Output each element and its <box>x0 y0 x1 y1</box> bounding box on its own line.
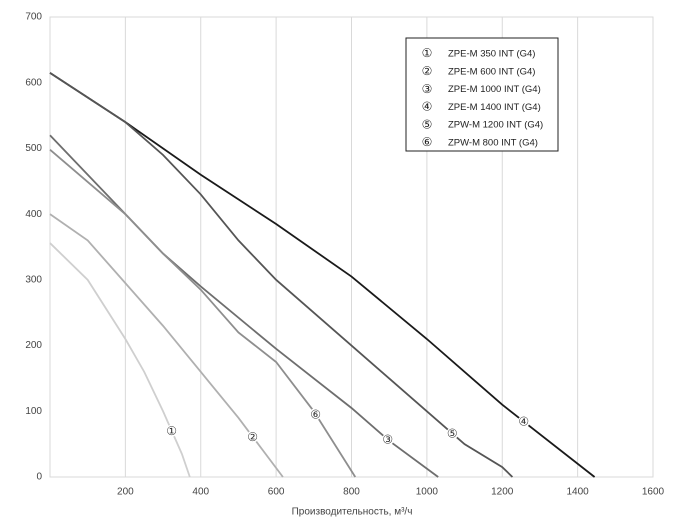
curve-marker: ③ <box>382 433 393 447</box>
curve-marker: ④ <box>518 415 529 429</box>
x-tick-label: 200 <box>117 487 134 498</box>
x-tick-label: 1200 <box>491 487 514 498</box>
x-tick-label: 400 <box>192 487 209 498</box>
legend-label: ZPE-M 1000 INT (G4) <box>448 84 541 95</box>
legend-label: ZPE-M 600 INT (G4) <box>448 66 535 77</box>
series-line <box>49 72 596 478</box>
curve-marker: ⑥ <box>310 407 321 421</box>
legend-label: ZPE-M 1400 INT (G4) <box>448 102 541 113</box>
curve-marker-bg <box>446 427 459 440</box>
y-tick-label: 100 <box>25 406 42 417</box>
y-tick-label: 0 <box>36 472 42 483</box>
curve-marker: ② <box>247 430 258 444</box>
series-line <box>49 213 284 478</box>
legend-marker: ④ <box>422 100 433 114</box>
curve-marker-bg <box>517 415 530 428</box>
y-tick-label: 300 <box>25 274 42 285</box>
y-tick-label: 700 <box>25 12 42 23</box>
x-tick-label: 800 <box>343 487 360 498</box>
x-axis-label: Производительность, м³/ч <box>292 507 413 518</box>
series-line <box>49 149 357 478</box>
legend: ① ZPE-M 350 INT (G4) ② ZPE-M 600 INT (G4) ③ Z… <box>405 37 559 152</box>
x-tick-label: 1400 <box>567 487 590 498</box>
legend-label: ZPW-M 1200 INT (G4) <box>448 120 543 131</box>
legend-label: ZPW-M 800 INT (G4) <box>448 138 538 149</box>
series-line <box>49 242 191 478</box>
legend-marker: ② <box>422 64 433 78</box>
curve-marker-bg <box>309 408 322 421</box>
legend-marker: ① <box>422 46 433 60</box>
x-tick-label: 600 <box>268 487 285 498</box>
curve-marker-bg <box>381 433 394 446</box>
y-tick-label: 200 <box>25 340 42 351</box>
y-tick-label: 500 <box>25 143 42 154</box>
curve-marker-bg <box>246 430 259 443</box>
curve-marker-bg <box>165 424 178 437</box>
y-tick-label: 600 <box>25 77 42 88</box>
legend-marker: ⑥ <box>422 135 433 149</box>
series-line <box>49 72 514 478</box>
legend-box <box>405 37 559 152</box>
legend-marker: ③ <box>422 82 433 96</box>
legend-marker: ⑤ <box>422 117 433 131</box>
curve-marker: ⑤ <box>447 427 458 441</box>
y-tick-label: 400 <box>25 209 42 220</box>
x-tick-label: 1000 <box>416 487 439 498</box>
x-tick-label: 1600 <box>642 487 665 498</box>
legend-label: ZPE-M 350 INT (G4) <box>448 49 535 60</box>
curve-marker: ① <box>166 424 177 438</box>
